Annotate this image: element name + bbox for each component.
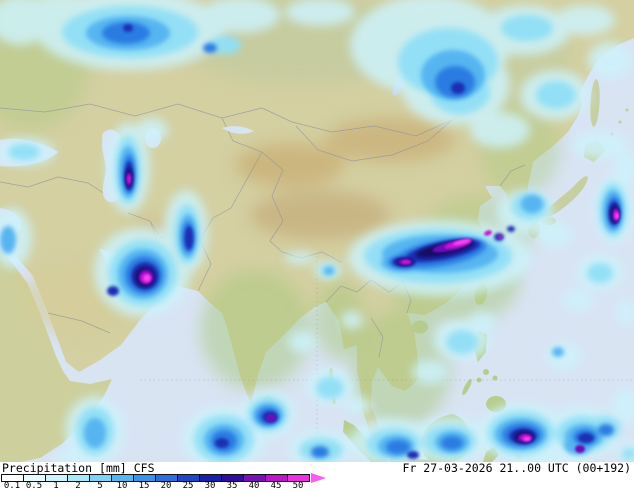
scale-label: 15: [138, 481, 150, 491]
precipitation-overlay: [0, 0, 634, 462]
scale-label: 45: [270, 481, 282, 491]
scale-label: 1: [53, 481, 59, 491]
scale-arrow-icon: [311, 473, 326, 483]
scale-label: 30: [204, 481, 216, 491]
scale-label: 50: [292, 481, 304, 491]
title-model: CFS: [133, 461, 155, 475]
scale-label: 20: [160, 481, 172, 491]
scale-label: 40: [248, 481, 260, 491]
scale-label: 0.1: [3, 481, 21, 491]
title-unit: [mm]: [99, 461, 127, 475]
scale-labels: 0.1 0.5 1 2 5 10 15 20 25 30 35 40 45 50: [1, 481, 310, 491]
scale-box: [287, 474, 310, 482]
scale-label: 2: [75, 481, 81, 491]
scale-label: 35: [226, 481, 238, 491]
map-svg: [0, 0, 634, 462]
scale-label: 0.5: [25, 481, 43, 491]
scale-label: 25: [182, 481, 194, 491]
map-title: Precipitation [mm] CFS: [0, 461, 162, 475]
title-parameter: Precipitation: [2, 461, 93, 475]
precipitation-map: [0, 0, 634, 462]
scale-boxes: [1, 474, 310, 482]
scale-label: 5: [97, 481, 103, 491]
valid-datetime: Fr 27-03-2026 21..00 UTC (00+192): [402, 461, 631, 475]
color-scale: 0.1 0.5 1 2 5 10 15 20 25 30 35 40 45 50: [1, 473, 326, 491]
graticule: [140, 256, 634, 462]
scale-label: 10: [116, 481, 128, 491]
legend-bar: Precipitation [mm] CFS Fr 27-03-2026 21..0…: [0, 461, 634, 491]
